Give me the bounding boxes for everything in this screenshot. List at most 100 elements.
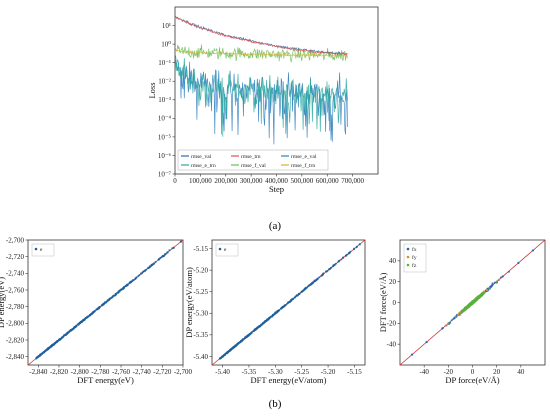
data-point (231, 347, 234, 350)
x-tick-label: 700,000 (341, 177, 364, 185)
data-point (159, 256, 162, 259)
y-axis-label: DP energy(eV/atom) (184, 267, 194, 338)
data-point (258, 325, 261, 328)
energy-chart: -2,840 -2,820 -2,800 -2,780 -2,760 -2,740 -2,7… (0, 236, 193, 385)
x-tick-label: 0 (173, 177, 177, 185)
data-point (337, 260, 340, 263)
x-tick-label: -2,700 (174, 368, 193, 376)
y-tick-label: 10⁻² (158, 78, 171, 86)
y-tick-label: -40 (387, 341, 397, 349)
data-point (425, 340, 428, 344)
legend-label-e: e (40, 247, 43, 253)
y-tick-label: -5.40 (193, 353, 208, 361)
x-tick-label: -5.35 (242, 368, 257, 376)
y-tick-label: -2,820 (6, 336, 25, 344)
data-point (49, 345, 52, 348)
data-point (345, 254, 347, 257)
data-point (145, 268, 148, 271)
legend-box (177, 149, 329, 171)
x-tick-label: -5.40 (215, 368, 230, 376)
data-point (410, 353, 414, 356)
data-point (39, 354, 42, 357)
data-point (164, 252, 167, 255)
data-point (222, 354, 225, 357)
y-tick-label: 10⁰ (161, 41, 171, 49)
data-point (303, 288, 306, 291)
x-tick-label: -40 (419, 368, 429, 376)
y-tick-label: -5.20 (193, 267, 208, 275)
y-tick-label: 10⁻⁵ (158, 133, 172, 141)
data-point (476, 297, 479, 300)
x-tick-label: 500,000 (291, 177, 314, 185)
loss-legend: rmse_val rmse_trn rmse_e_val rmse_e_trn rmse… (177, 149, 329, 171)
legend-label-rmse_f_val: rmse_f_val (241, 162, 266, 169)
x-tick-label: 20 (493, 368, 501, 376)
x-tick-label: 200,000 (214, 177, 237, 185)
data-point (356, 245, 358, 248)
legend-label-fy: fy (412, 254, 417, 261)
data-point (102, 302, 105, 305)
x-tick-label: 600,000 (316, 177, 339, 185)
loss-chart: 0 100,000 200,000 300,000 400,000 500,000 600,… (147, 6, 379, 194)
data-point (292, 297, 295, 300)
legend-label-rmse_val: rmse_val (191, 154, 212, 160)
y-tick-label: 10¹ (162, 22, 171, 30)
data-point (239, 341, 242, 344)
data-point (457, 312, 460, 315)
data-point (450, 319, 453, 322)
series-rmse_val (174, 16, 348, 56)
legend-marker-fz (406, 263, 410, 267)
data-point (86, 315, 89, 318)
x-tick-label: -2,760 (112, 368, 131, 376)
series-rmse_f_trn (174, 49, 348, 58)
panel-label-b: (b) (269, 398, 282, 410)
data-point (333, 263, 336, 266)
data-point (85, 317, 87, 319)
data-point (41, 351, 44, 354)
x-tick-label: 400,000 (265, 177, 288, 185)
data-point (298, 293, 301, 296)
data-point (80, 320, 83, 323)
y-tick-label: -2,840 (6, 353, 25, 361)
data-point (316, 277, 319, 280)
data-point (98, 307, 100, 310)
x-tick-label: 100,000 (189, 177, 212, 185)
y-tick-label: -2,740 (6, 270, 25, 278)
data-point (234, 345, 236, 348)
data-point (290, 299, 292, 302)
data-point (301, 289, 304, 292)
data-point (106, 300, 109, 303)
data-point (244, 336, 247, 339)
legend-box (31, 243, 55, 257)
data-point (471, 302, 474, 305)
data-point (458, 314, 461, 316)
data-point (220, 356, 223, 359)
data-point (154, 260, 157, 263)
data-point (287, 301, 289, 304)
data-point (312, 281, 315, 284)
legend-marker-e (218, 247, 222, 251)
data-point (460, 312, 463, 315)
x-axis-label: Step (269, 184, 284, 194)
data-point (340, 258, 343, 261)
y-tick-label: -2,760 (6, 286, 25, 294)
data-point (168, 249, 171, 252)
data-point (141, 271, 144, 273)
data-point (247, 334, 250, 337)
x-tick-label: -2,740 (133, 368, 152, 376)
legend-box (215, 243, 239, 257)
data-point (131, 279, 134, 282)
data-point (93, 310, 96, 313)
data-point (266, 318, 269, 321)
series-rmse_f_val (174, 44, 348, 63)
y-tick-label: 40 (389, 257, 397, 265)
y-tick-label: 10⁻⁶ (158, 152, 172, 160)
data-point (322, 272, 325, 275)
data-point (444, 324, 448, 327)
x-tick-label: -2,840 (29, 368, 48, 376)
data-point (531, 249, 535, 252)
data-point (70, 329, 73, 331)
energy_per_atom-legend: e (215, 243, 239, 257)
